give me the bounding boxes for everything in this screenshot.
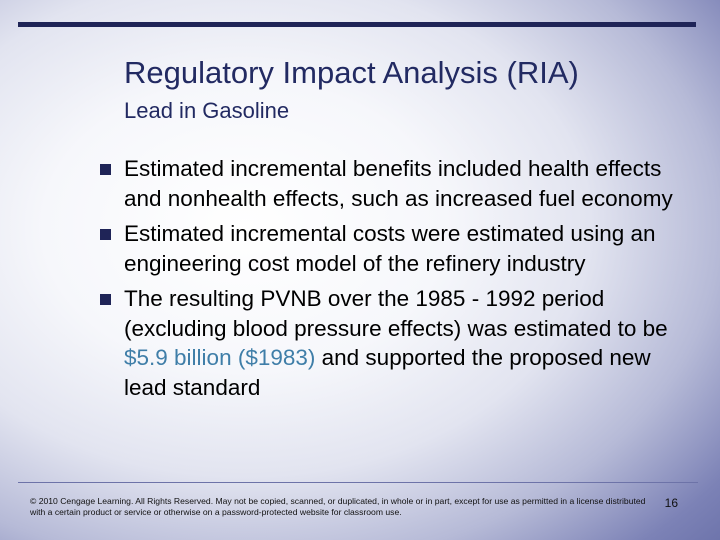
slide-title: Regulatory Impact Analysis (RIA)	[124, 55, 579, 90]
bullet-text: The resulting PVNB over the 1985 - 1992 …	[124, 286, 668, 341]
bullet-text: Estimated incremental benefits included …	[124, 156, 673, 211]
bullet-text: Estimated incremental costs were estimat…	[124, 221, 656, 276]
top-divider-rule	[18, 22, 696, 27]
bullet-item-costs: Estimated incremental costs were estimat…	[100, 219, 690, 278]
page-number: 16	[664, 496, 678, 510]
slide-subtitle: Lead in Gasoline	[124, 98, 290, 123]
bullet-item-pvnb: The resulting PVNB over the 1985 - 1992 …	[100, 284, 690, 402]
square-bullet-icon	[100, 229, 111, 240]
footer-divider-rule	[18, 482, 698, 483]
square-bullet-icon	[100, 164, 111, 175]
bullet-text-continued: and supported the proposed new lead stan…	[124, 345, 651, 400]
square-bullet-icon	[100, 294, 111, 305]
highlighted-value: $5.9 billion ($1983)	[124, 345, 316, 370]
copyright-notice: © 2010 Cengage Learning. All Rights Rese…	[30, 496, 646, 517]
bullet-item-benefits: Estimated incremental benefits included …	[100, 154, 690, 213]
bullet-list: Estimated incremental benefits included …	[100, 154, 690, 408]
